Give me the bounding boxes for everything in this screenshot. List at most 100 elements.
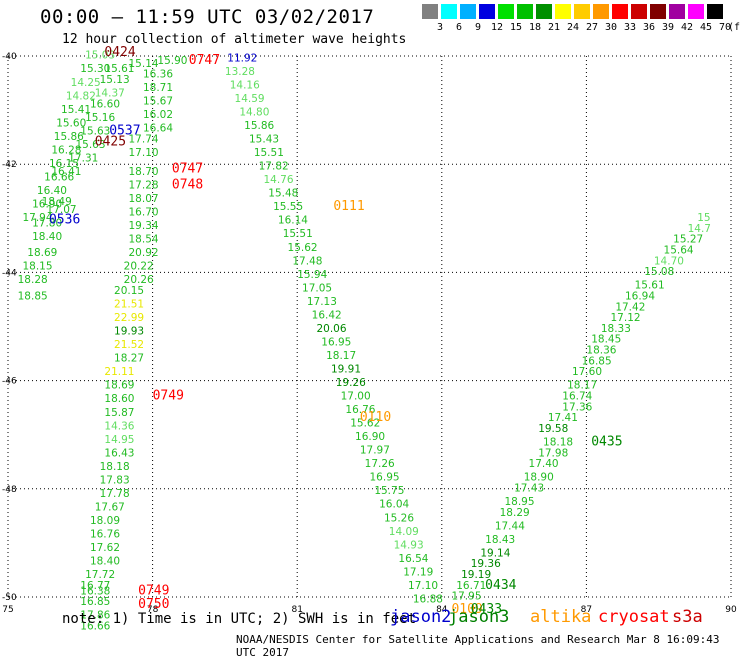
y-tick-label: -48: [2, 485, 17, 495]
wave-height-value: 17.74: [129, 134, 159, 146]
color-swatch: [536, 4, 552, 19]
wave-height-value: 17.10: [408, 580, 438, 592]
wave-height-value: 17.00: [341, 391, 371, 403]
pass-time-label: 0749: [153, 389, 184, 404]
wave-height-value: 16.14: [278, 215, 308, 227]
y-tick-label: -46: [2, 377, 17, 387]
wave-height-value: 14.82: [66, 90, 96, 102]
color-scale-label: 21: [547, 22, 561, 33]
wave-height-value: 16.38: [80, 585, 110, 597]
wave-height-value: 17.19: [403, 566, 433, 578]
wave-height-value: 18.60: [104, 393, 134, 405]
wave-height-value: 17.26: [365, 458, 395, 470]
wave-height-value: 15.55: [273, 201, 303, 213]
color-swatch: [650, 4, 666, 19]
wave-height-value: 17.78: [100, 488, 130, 500]
wave-height-value: 16.95: [370, 472, 400, 484]
pass-time-label: 0424: [104, 45, 135, 60]
wave-height-value: 16.70: [129, 207, 159, 219]
wave-height-value: 17.43: [514, 483, 544, 495]
wave-height-value: 16.54: [398, 553, 428, 565]
color-swatch: [517, 4, 533, 19]
wave-height-value: 17.94: [22, 212, 52, 224]
color-swatch: [631, 4, 647, 19]
color-swatch: [460, 4, 476, 19]
legend-item-jason3: jason3: [448, 607, 510, 627]
wave-height-value: 16.28: [51, 144, 81, 156]
color-scale-label: 42: [680, 22, 694, 33]
pass-time-label: 0110: [360, 410, 391, 425]
wave-height-value: 15.08: [644, 266, 674, 278]
wave-height-value: 18.90: [524, 472, 554, 484]
wave-height-value: 14.59: [235, 93, 265, 105]
wave-height-value: 18.85: [18, 290, 48, 302]
wave-height-value: 16.76: [345, 404, 375, 416]
wave-height-value: 16.94: [625, 290, 655, 302]
lat-lon-grid: [7, 55, 732, 598]
wave-height-value: 17.82: [259, 161, 289, 173]
wave-height-value: 14.70: [654, 255, 684, 267]
wave-height-value: 20.22: [124, 261, 154, 273]
wave-height-value: 17.07: [47, 204, 77, 216]
wave-height-value: 17.80: [32, 217, 62, 229]
wave-height-value: 19.26: [336, 377, 366, 389]
wave-height-value: 15.63: [75, 139, 105, 151]
wave-height-value: 15.86: [54, 131, 84, 143]
wave-height-value: 17.97: [360, 445, 390, 457]
color-scale-label: 15: [509, 22, 523, 33]
wave-height-value: 15.48: [268, 188, 298, 200]
color-swatch: [441, 4, 457, 19]
wave-height-value: 17.40: [529, 458, 559, 470]
wave-height-value: 16.66: [44, 171, 74, 183]
wave-height-value: 16.76: [90, 528, 120, 540]
wave-height-value: 19.36: [471, 558, 501, 570]
wave-height-value: 17.83: [100, 474, 130, 486]
wave-height-value: 15.60: [56, 117, 86, 129]
pass-time-label: 0747: [189, 53, 220, 68]
wave-height-value: 17.72: [85, 569, 115, 581]
wave-height-value: 16.88: [413, 593, 443, 605]
wave-height-value: 18.18: [100, 461, 130, 473]
wave-height-value: 18.07: [129, 193, 159, 205]
wave-height-value: 16.36: [143, 69, 173, 81]
wave-height-value: 14.16: [230, 79, 260, 91]
wave-height-value: 16.90: [355, 431, 385, 443]
wave-height-value: 16.02: [143, 109, 173, 121]
wave-height-value: 18.28: [18, 274, 48, 286]
color-scale-label: 30: [604, 22, 618, 33]
wave-height-value: 20.15: [114, 285, 144, 297]
pass-time-label: 0111: [333, 199, 364, 214]
wave-height-value: 18.33: [601, 323, 631, 335]
wave-height-value: 15.62: [350, 418, 380, 430]
legend-item-s3a: s3a: [672, 607, 703, 627]
wave-height-value: 18.95: [504, 496, 534, 508]
wave-height-value: 20.06: [316, 323, 346, 335]
wave-height-value: 15.62: [288, 242, 318, 254]
wave-height-value: 14.09: [389, 526, 419, 538]
wave-height-value: 15.64: [664, 244, 694, 256]
wave-height-value: 17.86: [80, 610, 110, 622]
wave-height-value: 18.69: [104, 380, 134, 392]
wave-height-value: 20.26: [124, 274, 154, 286]
pass-time-label: 0433: [471, 602, 502, 617]
color-scale-unit: (ft): [728, 22, 740, 33]
wave-height-value: 16.60: [90, 98, 120, 110]
wave-height-value: 16.43: [104, 447, 134, 459]
wave-height-value: 17.28: [129, 180, 159, 192]
y-tick-label: -40: [2, 52, 17, 62]
wave-height-value: 20.92: [129, 247, 159, 259]
y-tick-label: -50: [2, 593, 17, 603]
color-scale-label: 36: [642, 22, 656, 33]
wave-height-value: 16.95: [321, 336, 351, 348]
wave-height-value: 15.90: [157, 55, 187, 67]
wave-height-value: 15.87: [104, 407, 134, 419]
color-scale-label: 33: [623, 22, 637, 33]
color-swatch: [688, 4, 704, 19]
wave-height-value: 15.67: [143, 96, 173, 108]
wave-height-value: 17.13: [307, 296, 337, 308]
y-tick-label: -44: [2, 268, 17, 278]
wave-height-value: 17.62: [90, 542, 120, 554]
wave-height-value: 18.54: [129, 234, 159, 246]
color-swatch: [612, 4, 628, 19]
